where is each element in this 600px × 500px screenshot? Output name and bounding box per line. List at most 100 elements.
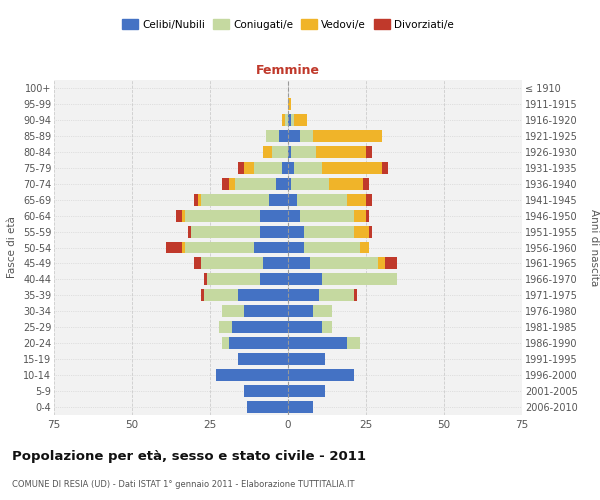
- Bar: [200, 194, 269, 205]
- Bar: [347, 194, 366, 205]
- Bar: [244, 306, 288, 318]
- Bar: [329, 178, 363, 190]
- Bar: [285, 114, 288, 126]
- Bar: [288, 353, 325, 365]
- Bar: [232, 322, 288, 333]
- Bar: [288, 337, 347, 349]
- Bar: [366, 210, 369, 222]
- Bar: [301, 210, 353, 222]
- Bar: [363, 178, 369, 190]
- Bar: [176, 210, 182, 222]
- Bar: [288, 194, 298, 205]
- Bar: [185, 242, 254, 254]
- Bar: [188, 226, 191, 237]
- Bar: [223, 306, 244, 318]
- Bar: [260, 274, 288, 285]
- Bar: [238, 353, 288, 365]
- Text: COMUNE DI RESIA (UD) - Dati ISTAT 1° gennaio 2011 - Elaborazione TUTTITALIA.IT: COMUNE DI RESIA (UD) - Dati ISTAT 1° gen…: [12, 480, 355, 489]
- Bar: [238, 290, 288, 302]
- Bar: [360, 242, 369, 254]
- Bar: [347, 337, 360, 349]
- Bar: [288, 98, 291, 110]
- Bar: [254, 162, 282, 173]
- Bar: [369, 226, 372, 237]
- Bar: [200, 258, 263, 270]
- Bar: [316, 146, 366, 158]
- Bar: [294, 114, 307, 126]
- Bar: [379, 258, 385, 270]
- Bar: [216, 369, 288, 381]
- Bar: [260, 210, 288, 222]
- Bar: [238, 162, 244, 173]
- Bar: [247, 401, 288, 413]
- Bar: [304, 242, 360, 254]
- Bar: [207, 274, 260, 285]
- Bar: [182, 242, 185, 254]
- Bar: [200, 290, 204, 302]
- Bar: [166, 242, 182, 254]
- Bar: [182, 210, 185, 222]
- Bar: [254, 242, 288, 254]
- Bar: [313, 130, 382, 142]
- Bar: [301, 130, 313, 142]
- Bar: [288, 114, 291, 126]
- Bar: [288, 226, 304, 237]
- Bar: [288, 385, 325, 397]
- Bar: [322, 162, 382, 173]
- Bar: [310, 258, 379, 270]
- Bar: [266, 130, 278, 142]
- Bar: [220, 322, 232, 333]
- Bar: [269, 194, 288, 205]
- Bar: [366, 194, 372, 205]
- Bar: [244, 162, 254, 173]
- Bar: [288, 146, 291, 158]
- Bar: [229, 337, 288, 349]
- Text: Popolazione per età, sesso e stato civile - 2011: Popolazione per età, sesso e stato civil…: [12, 450, 366, 463]
- Bar: [288, 274, 322, 285]
- Bar: [353, 226, 369, 237]
- Bar: [223, 178, 229, 190]
- Bar: [322, 322, 332, 333]
- Bar: [366, 146, 372, 158]
- Y-axis label: Fasce di età: Fasce di età: [7, 216, 17, 278]
- Bar: [204, 290, 238, 302]
- Bar: [288, 210, 301, 222]
- Bar: [223, 337, 229, 349]
- Bar: [298, 194, 347, 205]
- Bar: [244, 385, 288, 397]
- Bar: [288, 162, 294, 173]
- Bar: [278, 130, 288, 142]
- Bar: [353, 290, 356, 302]
- Bar: [294, 162, 322, 173]
- Bar: [235, 178, 275, 190]
- Bar: [319, 290, 353, 302]
- Bar: [204, 274, 207, 285]
- Bar: [229, 178, 235, 190]
- Bar: [288, 306, 313, 318]
- Bar: [291, 146, 316, 158]
- Bar: [288, 401, 313, 413]
- Bar: [275, 178, 288, 190]
- Bar: [313, 306, 332, 318]
- Bar: [353, 210, 366, 222]
- Bar: [288, 130, 301, 142]
- Bar: [288, 258, 310, 270]
- Bar: [272, 146, 288, 158]
- Bar: [304, 226, 353, 237]
- Bar: [194, 258, 200, 270]
- Bar: [263, 258, 288, 270]
- Bar: [260, 226, 288, 237]
- Bar: [385, 258, 397, 270]
- Bar: [288, 369, 353, 381]
- Bar: [288, 178, 291, 190]
- Y-axis label: Anni di nascita: Anni di nascita: [589, 209, 599, 286]
- Bar: [282, 114, 285, 126]
- Bar: [191, 226, 260, 237]
- Bar: [291, 178, 329, 190]
- Bar: [288, 242, 304, 254]
- Bar: [382, 162, 388, 173]
- Bar: [185, 210, 260, 222]
- Bar: [194, 194, 197, 205]
- Text: Femmine: Femmine: [256, 64, 320, 76]
- Legend: Celibi/Nubili, Coniugati/e, Vedovi/e, Divorziati/e: Celibi/Nubili, Coniugati/e, Vedovi/e, Di…: [118, 15, 458, 34]
